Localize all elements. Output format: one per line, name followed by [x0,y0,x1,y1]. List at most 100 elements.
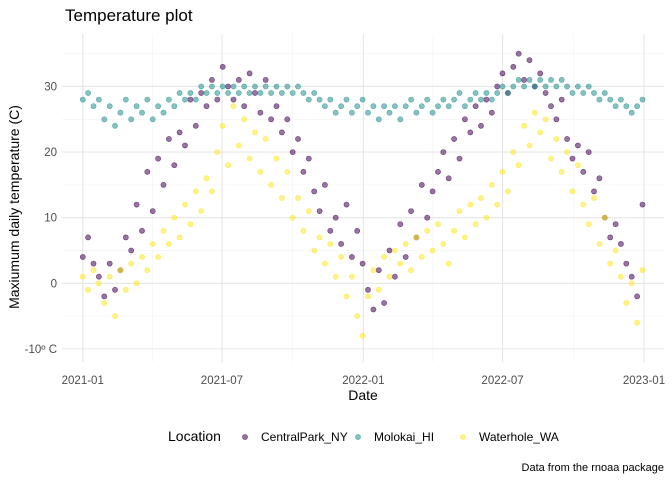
data-point [262,77,269,83]
data-point [494,201,501,208]
data-point [435,168,441,175]
data-point [359,96,366,103]
data-point [112,313,118,319]
data-point [634,103,640,110]
data-point [537,129,544,136]
data-point [591,195,597,201]
data-point [591,90,597,96]
data-point [311,247,318,254]
data-point [564,83,570,90]
data-point [171,103,178,110]
data-point [182,96,188,103]
data-point [262,136,269,142]
data-point [300,90,307,96]
data-point [144,267,151,274]
data-point [424,214,431,221]
data-point [316,208,323,214]
data-point [182,201,188,208]
data-point [575,142,581,149]
data-point [521,83,527,90]
data-point [208,188,215,195]
data-point [478,96,484,103]
data-point [198,83,205,90]
data-point [386,247,393,254]
data-point [230,103,237,110]
data-point [90,103,97,110]
data-point [311,90,318,96]
data-point [273,155,280,162]
data-point [305,208,312,214]
data-point [278,90,285,96]
data-point [429,247,436,254]
data-point [316,234,323,241]
data-point [558,168,565,175]
data-point [472,221,479,228]
data-point [618,240,624,247]
data-point [553,83,560,90]
data-point [623,103,630,110]
data-point [257,90,264,96]
series-waterhole-wa [79,103,646,339]
data-point [176,129,183,136]
data-point [85,286,91,293]
data-point [596,175,603,182]
data-point [445,175,452,182]
data-point [601,90,608,96]
data-point [402,254,409,260]
data-point [343,96,350,103]
data-point [494,90,501,96]
data-point [558,77,565,83]
data-point [268,181,274,188]
data-point [117,267,124,274]
data-point [451,136,457,142]
data-point [311,188,318,195]
y-tick-label: 0 [51,278,57,290]
data-point [225,83,231,90]
data-point [332,214,339,221]
data-point [461,234,468,241]
data-point [203,175,210,182]
data-point [370,306,377,313]
data-point [112,122,118,129]
data-point [607,96,614,103]
data-point [612,221,619,228]
data-point [461,103,468,110]
data-point [381,254,387,260]
data-point [321,103,328,110]
data-point [397,116,404,123]
data-point [445,103,452,110]
data-point [408,208,414,214]
data-point [321,260,328,267]
data-point [203,103,210,110]
data-point [214,90,221,96]
data-point [117,109,124,116]
data-point [139,227,145,234]
data-point [440,240,447,247]
data-point [338,240,344,247]
data-point [257,109,264,116]
data-point [321,181,328,188]
data-point [203,90,210,96]
data-point [316,96,323,103]
data-point [391,247,398,254]
grid-lines [62,34,664,362]
data-point [133,280,140,287]
data-point [262,83,269,90]
data-point [343,201,350,208]
data-point [526,57,533,64]
data-point [461,116,468,123]
data-point [381,300,387,306]
data-point [246,155,253,162]
data-point [375,286,382,293]
data-point [634,319,640,326]
data-point [537,70,544,77]
data-point [494,83,501,90]
x-tick-label: 2021-07 [201,375,243,387]
data-point [295,195,301,201]
data-point [225,162,231,169]
data-point [122,96,129,103]
y-tick-label: 30 [44,81,57,93]
data-point [467,129,474,136]
data-point [160,109,167,116]
data-point [85,90,91,96]
